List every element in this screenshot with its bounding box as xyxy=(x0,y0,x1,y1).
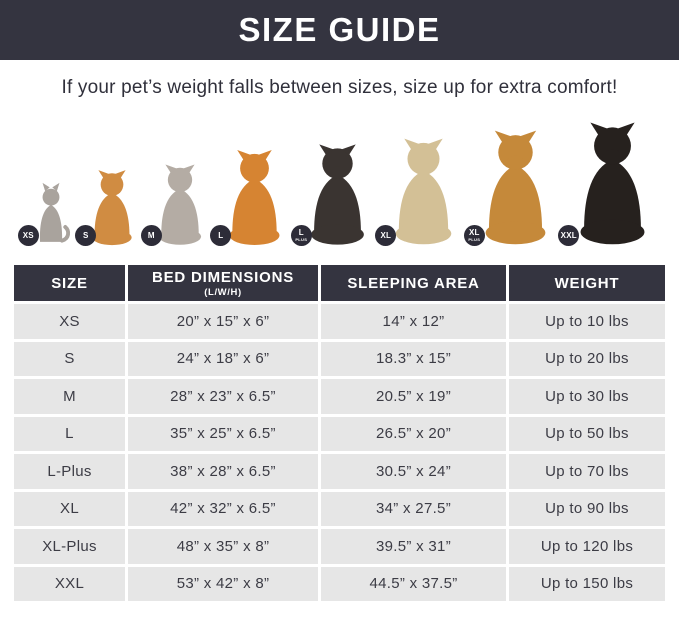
size-badge-plus-label: PLUS xyxy=(468,237,481,242)
cell-bed-dimensions: 20” x 15” x 6” xyxy=(128,304,318,339)
cell-size: XL xyxy=(14,491,125,526)
column-header-sublabel: (L/W/H) xyxy=(204,286,242,298)
cell-weight: Up to 20 lbs xyxy=(509,341,665,376)
column-header-sleeping-area: SLEEPING AREA xyxy=(321,265,506,301)
pet-figure-xxl: XXL xyxy=(558,121,658,247)
cell-sleeping-area: 14” x 12” xyxy=(321,304,506,339)
cell-bed-dimensions: 28” x 23” x 6.5” xyxy=(128,379,318,414)
size-badge-label: XS xyxy=(22,230,34,240)
pet-figure-l: L xyxy=(210,149,290,247)
cell-size: XL-Plus xyxy=(14,529,125,564)
cell-weight: Up to 30 lbs xyxy=(509,379,665,414)
cell-weight: Up to 120 lbs xyxy=(509,529,665,564)
golden-retriever-dog-icon xyxy=(473,129,558,247)
cell-size: XS xyxy=(14,304,125,339)
cell-sleeping-area: 30.5” x 24” xyxy=(321,454,506,489)
size-badge-label: XL xyxy=(380,230,392,240)
cell-size: XXL xyxy=(14,566,125,601)
size-badge: L PLUS xyxy=(290,225,312,246)
size-badge-label: L xyxy=(298,228,304,237)
size-badge: L xyxy=(210,225,232,246)
cell-sleeping-area: 26.5” x 20” xyxy=(321,416,506,451)
cell-weight: Up to 10 lbs xyxy=(509,304,665,339)
cell-bed-dimensions: 35” x 25” x 6.5” xyxy=(128,416,318,451)
cell-weight: Up to 50 lbs xyxy=(509,416,665,451)
cell-weight: Up to 90 lbs xyxy=(509,491,665,526)
size-badge: XL xyxy=(375,225,397,246)
header-banner: SIZE GUIDE xyxy=(0,0,679,60)
pet-figure-xl-plus: XL PLUS xyxy=(463,129,558,247)
column-header-label: SLEEPING AREA xyxy=(347,274,480,292)
size-badge-label: S xyxy=(82,230,89,240)
cell-bed-dimensions: 53” x 42” x 8” xyxy=(128,566,318,601)
size-badge: XL PLUS xyxy=(463,225,485,246)
column-header-label: BED DIMENSIONS xyxy=(151,268,295,286)
page-title: SIZE GUIDE xyxy=(238,11,441,48)
cell-size: L-Plus xyxy=(14,454,125,489)
pet-figure-m: M xyxy=(140,163,210,247)
column-header-size: SIZE xyxy=(14,265,125,301)
labrador-dog-icon xyxy=(384,137,463,247)
cell-bed-dimensions: 24” x 18” x 6” xyxy=(128,341,318,376)
cell-weight: Up to 70 lbs xyxy=(509,454,665,489)
cell-size: L xyxy=(14,416,125,451)
cell-bed-dimensions: 38” x 28” x 6.5” xyxy=(128,454,318,489)
size-badge: XS xyxy=(17,225,39,246)
size-badge-label: XL xyxy=(468,228,480,237)
size-badge: S xyxy=(75,225,97,246)
column-header-label: WEIGHT xyxy=(554,274,620,292)
sizing-advice-text: If your pet’s weight falls between sizes… xyxy=(61,77,618,98)
column-header-label: SIZE xyxy=(51,274,88,292)
size-badge: M xyxy=(140,225,162,246)
pet-figure-s: S xyxy=(75,169,140,247)
pet-figure-xs: XS xyxy=(17,181,75,247)
cell-weight: Up to 150 lbs xyxy=(509,566,665,601)
cell-sleeping-area: 18.3” x 15” xyxy=(321,341,506,376)
pet-size-illustrations: XS S M L L PLUS XL xyxy=(0,111,679,251)
cell-sleeping-area: 20.5” x 19” xyxy=(321,379,506,414)
doberman-dog-icon xyxy=(567,121,658,247)
cell-sleeping-area: 39.5” x 31” xyxy=(321,529,506,564)
cell-sleeping-area: 34” x 27.5” xyxy=(321,491,506,526)
pet-figure-xl: XL xyxy=(375,137,463,247)
size-guide-table: SIZE BED DIMENSIONS (L/W/H) SLEEPING ARE… xyxy=(14,265,665,601)
cell-bed-dimensions: 48” x 35” x 8” xyxy=(128,529,318,564)
cell-bed-dimensions: 42” x 32” x 6.5” xyxy=(128,491,318,526)
cell-sleeping-area: 44.5” x 37.5” xyxy=(321,566,506,601)
size-badge-label: L xyxy=(218,230,224,240)
cell-size: S xyxy=(14,341,125,376)
column-header-weight: WEIGHT xyxy=(509,265,665,301)
column-header-bed-dimensions: BED DIMENSIONS (L/W/H) xyxy=(128,265,318,301)
cell-size: M xyxy=(14,379,125,414)
size-badge: XXL xyxy=(558,225,580,246)
size-badge-label: M xyxy=(147,230,155,240)
size-badge-plus-label: PLUS xyxy=(295,237,308,242)
size-badge-label: XXL xyxy=(560,230,577,240)
pet-figure-l-plus: L PLUS xyxy=(290,143,375,247)
